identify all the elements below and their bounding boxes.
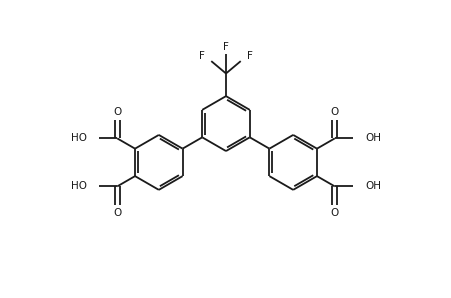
Text: HO: HO: [71, 181, 87, 191]
Text: O: O: [330, 107, 338, 117]
Text: O: O: [113, 107, 121, 117]
Text: OH: OH: [364, 181, 380, 191]
Text: O: O: [330, 207, 338, 218]
Text: F: F: [223, 42, 228, 52]
Text: O: O: [113, 207, 121, 218]
Text: F: F: [246, 51, 252, 60]
Text: HO: HO: [71, 134, 87, 143]
Text: F: F: [199, 51, 205, 60]
Text: OH: OH: [364, 134, 380, 143]
